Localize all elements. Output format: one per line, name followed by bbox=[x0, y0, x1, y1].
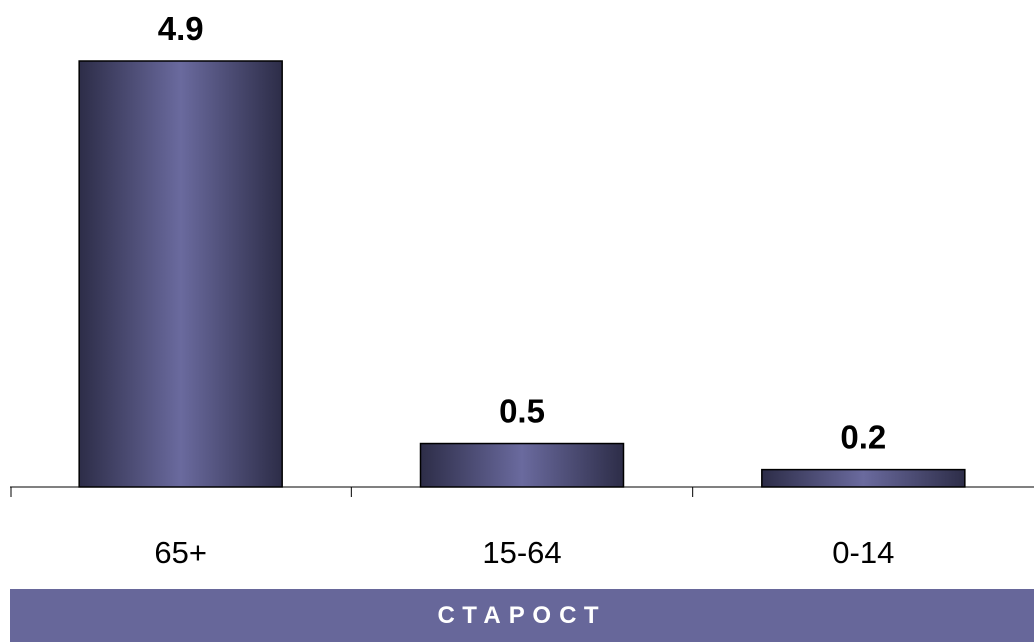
bar-65+ bbox=[78, 60, 283, 488]
bar-chart: 4.9 0.5 0.2 65+ 15-64 0-14 bbox=[10, 10, 1034, 570]
x-axis bbox=[10, 486, 1034, 497]
bar-0-14 bbox=[761, 468, 966, 488]
value-label-65+: 4.9 bbox=[158, 10, 204, 47]
value-labels: 4.9 0.5 0.2 bbox=[158, 10, 887, 456]
tick-labels: 65+ 15-64 0-14 bbox=[154, 535, 894, 570]
bar-15-64 bbox=[419, 442, 625, 488]
x-axis-title-bar: СТАРОСТ bbox=[10, 589, 1034, 642]
tick-label-15-64: 15-64 bbox=[482, 535, 561, 570]
value-label-15-64: 0.5 bbox=[499, 393, 545, 430]
tick-label-65+: 65+ bbox=[154, 535, 207, 570]
tick-label-0-14: 0-14 bbox=[832, 535, 894, 570]
value-label-0-14: 0.2 bbox=[840, 419, 886, 456]
bars bbox=[78, 60, 966, 488]
x-axis-title: СТАРОСТ bbox=[437, 601, 607, 629]
